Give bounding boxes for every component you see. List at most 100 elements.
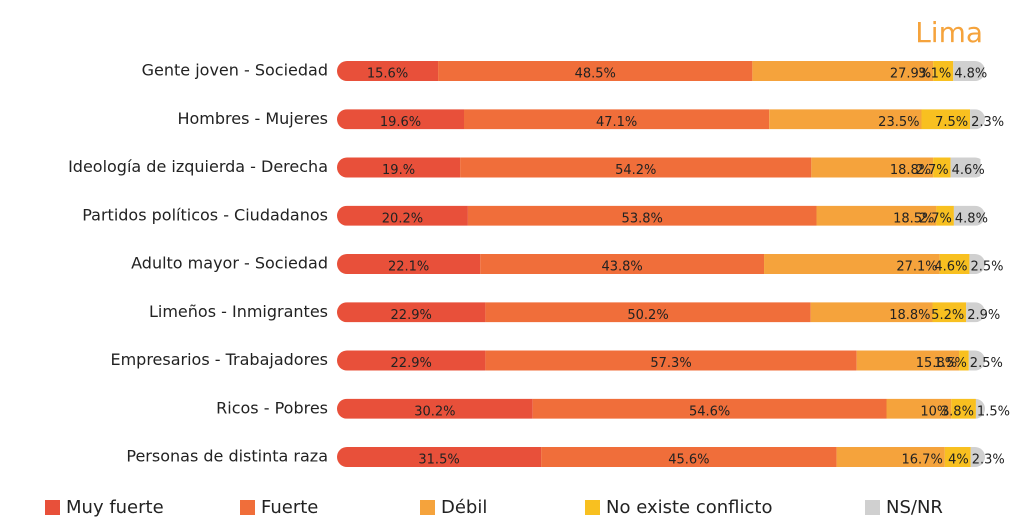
value-label: 4.6% (952, 163, 985, 178)
value-label: 18.8% (889, 308, 930, 323)
value-label: 15.6% (367, 67, 408, 82)
legend-label: Fuerte (261, 497, 318, 518)
chart-title: Lima (915, 16, 983, 49)
value-label: 2.3% (971, 115, 1004, 130)
bar-segment (921, 109, 971, 130)
legend-swatch (865, 500, 880, 515)
bar-segment (438, 61, 753, 81)
value-label: 18.5% (893, 211, 934, 226)
legend-swatch (45, 500, 60, 515)
bar-segment (752, 61, 934, 81)
value-label: 2.7% (919, 211, 952, 226)
bar-segment (485, 302, 811, 323)
bar-row (337, 447, 985, 467)
value-label: 1.5% (934, 356, 967, 371)
bar-segment (936, 205, 954, 226)
bar-row (337, 61, 985, 81)
value-label: 10% (920, 404, 949, 419)
bar-row (337, 302, 985, 323)
value-label: 23.5% (878, 115, 919, 130)
bar-segment (968, 350, 985, 371)
value-label: 4.8% (955, 211, 988, 226)
bar-segment (769, 109, 922, 130)
bar-segment (464, 109, 770, 130)
legend-swatch (420, 500, 435, 515)
bar-segment (950, 157, 981, 178)
bar-segment (959, 350, 969, 371)
bar-segment (541, 447, 837, 467)
bar-segment (944, 447, 971, 467)
bar-segment (810, 302, 933, 323)
value-label: 57.3% (650, 356, 691, 371)
bar-segment (933, 157, 951, 178)
value-label: 50.2% (627, 308, 668, 323)
value-label: 2.5% (970, 260, 1003, 275)
value-label: 3.1% (918, 67, 951, 82)
value-label: 5.2% (931, 308, 964, 323)
value-label: 45.6% (668, 453, 709, 468)
value-label: 22.9% (391, 308, 432, 323)
legend-label: Débil (441, 497, 487, 518)
bar-segment (953, 61, 985, 81)
bar-segment (966, 302, 985, 323)
value-label: 27.1% (896, 260, 937, 275)
bar-row (337, 205, 985, 226)
bar-row (337, 109, 985, 130)
value-label: 27.9% (890, 67, 931, 82)
legend-swatch (585, 500, 600, 515)
value-label: 20.2% (382, 211, 423, 226)
category-label: Partidos políticos - Ciudadanos (82, 205, 328, 224)
bar-segment (969, 254, 985, 274)
bar-segment (485, 350, 857, 371)
category-label: Ricos - Pobres (216, 398, 328, 417)
value-label: 4% (948, 453, 969, 468)
value-label: 1.5% (977, 404, 1010, 419)
value-label: 22.9% (391, 356, 432, 371)
category-label: Adulto mayor - Sociedad (131, 254, 328, 273)
value-label: 19.% (382, 163, 415, 178)
value-label: 22.1% (388, 260, 429, 275)
bar-segment (460, 157, 812, 178)
value-label: 47.1% (596, 115, 637, 130)
value-label: 4.8% (954, 67, 987, 82)
bar-segment (933, 61, 954, 81)
value-label: 19.6% (380, 115, 421, 130)
value-label: 54.6% (689, 404, 730, 419)
bar-segment (816, 205, 937, 226)
value-label: 16.7% (902, 453, 943, 468)
bar-segment (764, 254, 940, 274)
bar-segment (836, 447, 945, 467)
bar-row (337, 157, 981, 178)
bar-segment (970, 109, 985, 130)
bar-segment (975, 398, 985, 419)
bar-segment (337, 254, 481, 274)
value-label: 53.8% (622, 211, 663, 226)
bar-segment (337, 302, 486, 323)
bar-row (337, 254, 985, 274)
value-label: 2.7% (916, 163, 949, 178)
category-label: Personas de distinta raza (126, 447, 328, 466)
bar-segment (951, 398, 976, 419)
value-label: 30.2% (414, 404, 455, 419)
bar-segment (467, 205, 817, 226)
bar-segment (953, 205, 985, 226)
bar-segment (337, 109, 465, 130)
bar-segment (337, 398, 533, 419)
value-label: 31.5% (418, 453, 459, 468)
value-label: 48.5% (575, 67, 616, 82)
bar-segment (970, 447, 985, 467)
bar-segment (532, 398, 887, 419)
legend-label: No existe conflicto (606, 497, 772, 518)
bar-row (337, 350, 985, 371)
value-label: 7.5% (935, 115, 968, 130)
bar-segment (886, 398, 952, 419)
legend-label: Muy fuerte (66, 497, 164, 518)
category-label: Limeños - Inmigrantes (149, 302, 328, 321)
bar-segment (337, 61, 439, 81)
value-label: 18.8% (890, 163, 931, 178)
value-label: 43.8% (601, 260, 642, 275)
legend-label: NS/NR (886, 497, 943, 518)
value-label: 4.6% (934, 260, 967, 275)
category-label: Hombres - Mujeres (177, 109, 328, 128)
